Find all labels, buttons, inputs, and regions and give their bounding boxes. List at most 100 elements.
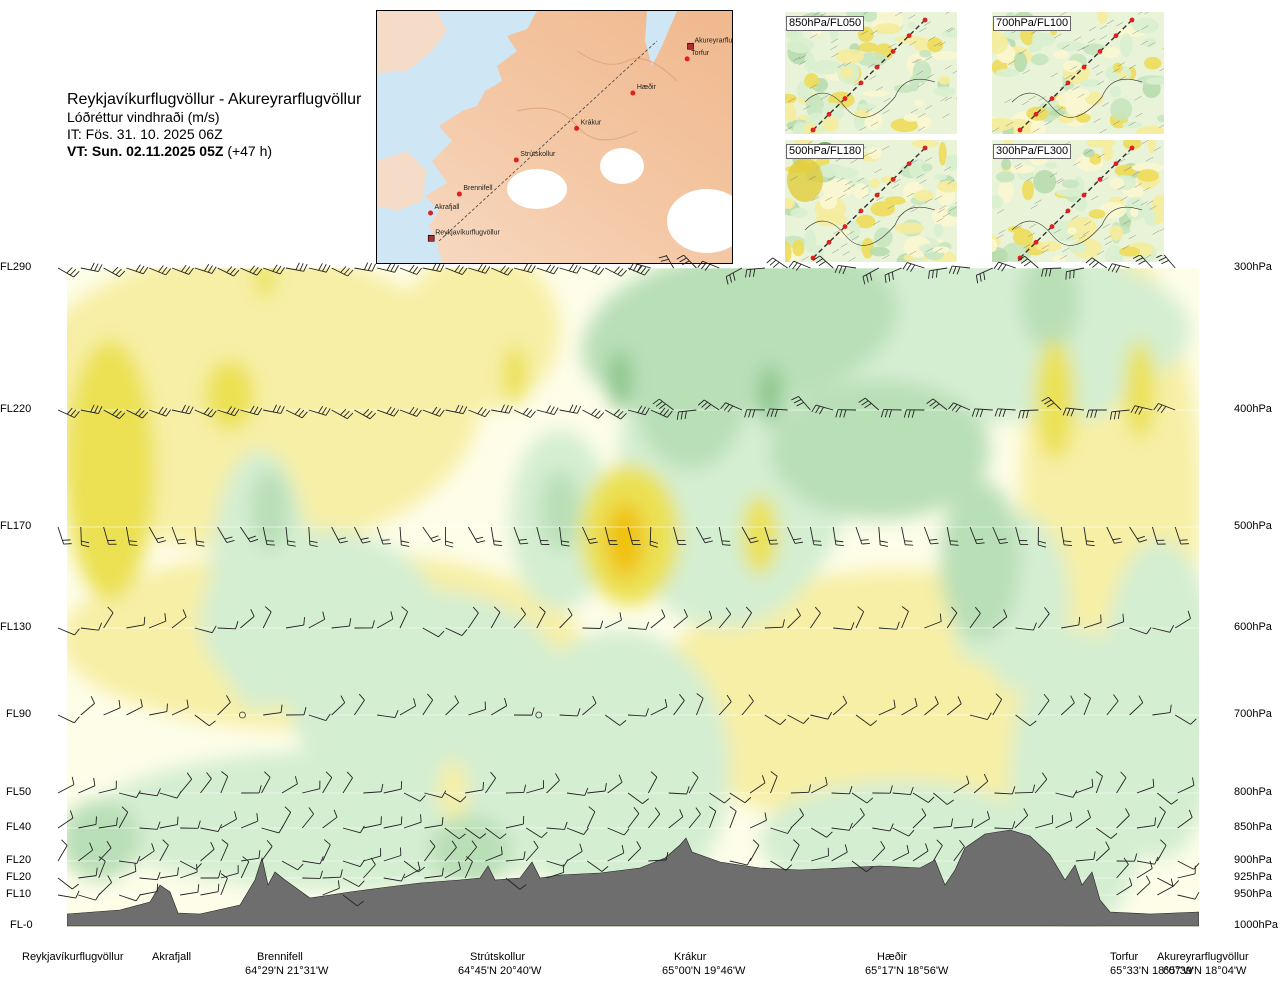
- wind-barb: [1018, 409, 1039, 419]
- wind-barb: [1136, 856, 1159, 865]
- wind-barb: [948, 265, 971, 275]
- wind-barb: [1116, 857, 1129, 879]
- velocity-contour: [1020, 268, 1080, 350]
- wind-barb: [57, 526, 72, 545]
- wind-barb: [261, 839, 273, 862]
- wind-barb: [80, 262, 103, 273]
- wind-barb: [851, 792, 874, 804]
- wind-barb: [688, 807, 701, 829]
- wind-barb: [200, 870, 222, 879]
- wind-barb: [676, 255, 697, 269]
- wind-barb: [835, 409, 857, 418]
- wind-barb: [559, 526, 570, 547]
- waypoint-marker: [630, 90, 636, 96]
- wind-barb: [445, 695, 459, 716]
- wind-barb: [302, 870, 323, 879]
- wind-barb: [1136, 860, 1153, 879]
- wind-barb: [179, 772, 193, 794]
- calm-wind-marker: [238, 711, 246, 719]
- station-label: Krákur: [674, 951, 707, 963]
- wind-barb: [1132, 255, 1153, 269]
- wind-barb: [1041, 267, 1062, 277]
- wind-barb: [1157, 878, 1174, 896]
- wind-barb: [490, 697, 508, 716]
- wind-barb: [566, 787, 589, 796]
- wind-barb: [485, 827, 507, 840]
- wind-barb: [399, 526, 410, 547]
- map-place-label: Reykjavíkurflugvöllur: [435, 229, 500, 236]
- wind-barb: [892, 786, 914, 795]
- wind-barb: [444, 840, 457, 862]
- wind-barb: [403, 792, 426, 802]
- wind-barb: [149, 613, 167, 629]
- station-label: Hæðir: [877, 951, 907, 963]
- wind-barb: [302, 856, 324, 865]
- wind-barb: [57, 267, 80, 278]
- wind-barb: [353, 526, 371, 544]
- wind-barb: [126, 616, 146, 629]
- wind-barb: [536, 405, 559, 416]
- wind-barb: [811, 776, 828, 794]
- wind-barb: [80, 404, 103, 414]
- wind-barb: [697, 260, 720, 271]
- wind-barb: [1038, 607, 1050, 629]
- wind-barb: [217, 526, 235, 543]
- wind-barb: [1015, 526, 1029, 545]
- wind-barb: [1156, 839, 1167, 862]
- wind-barb: [525, 840, 539, 862]
- wind-barb: [308, 713, 331, 722]
- wind-barb: [363, 783, 384, 794]
- wind-barb: [559, 404, 582, 414]
- wind-barb: [322, 880, 340, 896]
- wind-barb: [770, 771, 778, 794]
- wind-barb: [57, 810, 74, 829]
- wind-barb: [587, 783, 607, 794]
- wind-barb: [926, 398, 948, 411]
- wind-barb: [953, 775, 970, 794]
- wind-barb: [1129, 627, 1152, 635]
- wind-barb: [241, 813, 259, 829]
- wind-barb: [878, 621, 900, 630]
- wind-barb: [513, 526, 529, 545]
- wind-barb: [832, 526, 844, 547]
- wind-barb: [992, 526, 1008, 544]
- wind-barb: [403, 861, 421, 879]
- wind-barb: [422, 406, 445, 417]
- wind-barb: [749, 775, 766, 794]
- wind-barb: [200, 772, 212, 794]
- wind-barb: [444, 827, 466, 840]
- wind-barb: [331, 408, 354, 420]
- wind-barb: [946, 696, 962, 716]
- velocity-contour: [67, 800, 140, 880]
- panel-300-label: 300hPa/FL300: [993, 144, 1072, 159]
- wind-barb: [928, 267, 948, 279]
- wind-barb: [194, 714, 216, 727]
- wind-barb: [946, 526, 959, 546]
- wind-barb: [912, 808, 927, 829]
- wind-barb: [764, 526, 779, 545]
- airport-marker: [427, 234, 435, 242]
- wind-barb: [607, 774, 623, 794]
- wind-barb: [1116, 877, 1133, 896]
- wind-barb: [851, 807, 865, 829]
- wind-barb: [331, 526, 348, 544]
- wind-barb: [513, 707, 535, 716]
- wind-barb: [194, 526, 205, 547]
- waypoint-marker: [456, 191, 462, 197]
- wind-barb: [586, 806, 596, 829]
- wind-barb: [969, 606, 981, 629]
- pressure-level-label: 850hPa: [1234, 821, 1272, 833]
- wind-barb: [505, 877, 527, 890]
- wind-barb: [171, 699, 189, 716]
- terrain-profile: [67, 829, 1199, 927]
- wind-barb: [281, 776, 298, 794]
- wind-barb: [688, 771, 699, 794]
- wind-barb: [490, 606, 501, 629]
- wind-barb: [194, 407, 217, 418]
- wind-barb: [377, 263, 399, 273]
- wind-barb: [57, 714, 80, 724]
- wind-barb: [308, 263, 331, 273]
- wind-barb: [1129, 695, 1144, 716]
- wind-barb: [1174, 714, 1197, 725]
- wind-barb: [1014, 808, 1029, 829]
